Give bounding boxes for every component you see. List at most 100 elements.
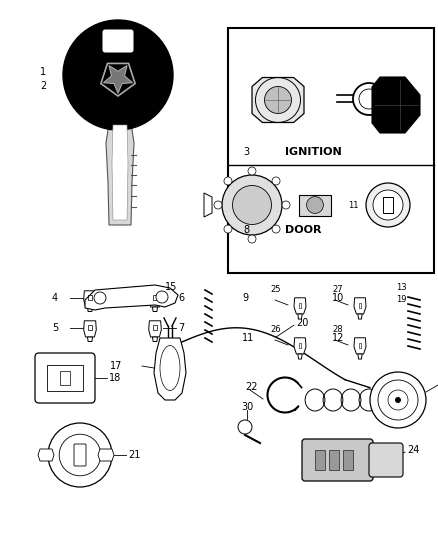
Text: 18: 18 (109, 373, 121, 383)
Text: 8: 8 (243, 225, 249, 235)
Text: 26: 26 (270, 326, 281, 335)
Polygon shape (299, 195, 331, 215)
Polygon shape (106, 123, 134, 225)
Circle shape (248, 235, 256, 243)
Text: 1: 1 (40, 67, 46, 77)
Text: 15: 15 (165, 282, 177, 292)
Text: 2: 2 (40, 81, 46, 91)
Text: 20: 20 (296, 318, 308, 328)
Circle shape (378, 380, 418, 420)
Bar (299, 303, 301, 308)
Circle shape (272, 177, 280, 185)
Circle shape (238, 420, 252, 434)
Polygon shape (88, 337, 92, 342)
Text: 4: 4 (52, 293, 58, 303)
Text: 27: 27 (332, 286, 343, 295)
Text: 17: 17 (110, 361, 122, 371)
Circle shape (395, 397, 401, 403)
Polygon shape (112, 125, 128, 220)
Polygon shape (358, 354, 362, 359)
FancyBboxPatch shape (302, 439, 373, 481)
Text: 13: 13 (396, 284, 406, 293)
Polygon shape (358, 314, 362, 319)
Circle shape (265, 86, 292, 114)
Circle shape (63, 20, 173, 130)
Bar (153, 295, 156, 300)
Circle shape (224, 177, 232, 185)
Polygon shape (152, 307, 158, 311)
Circle shape (366, 183, 410, 227)
Text: DOOR: DOOR (285, 225, 321, 235)
FancyBboxPatch shape (369, 443, 403, 477)
Circle shape (156, 291, 168, 303)
Bar (343, 450, 353, 470)
Circle shape (353, 83, 385, 115)
Circle shape (272, 225, 280, 233)
Circle shape (307, 197, 323, 213)
Bar (378, 100, 413, 110)
FancyBboxPatch shape (102, 29, 134, 53)
Bar (359, 343, 361, 348)
Circle shape (224, 225, 232, 233)
Text: 28: 28 (332, 326, 343, 335)
Bar (383, 197, 393, 213)
Text: 22: 22 (245, 382, 258, 392)
Circle shape (388, 390, 408, 410)
Text: 25: 25 (270, 286, 280, 295)
Text: 11: 11 (348, 200, 358, 209)
Bar (47, 365, 83, 391)
Polygon shape (372, 77, 420, 133)
Polygon shape (148, 291, 161, 307)
Circle shape (233, 185, 272, 224)
Circle shape (370, 372, 426, 428)
Bar (153, 325, 156, 330)
Circle shape (248, 167, 256, 175)
Text: 5: 5 (52, 323, 58, 333)
Polygon shape (298, 354, 302, 359)
Polygon shape (84, 291, 96, 307)
Polygon shape (252, 77, 304, 123)
Text: 9: 9 (242, 293, 248, 303)
Bar (299, 343, 301, 348)
Polygon shape (84, 321, 96, 337)
Text: 7: 7 (178, 323, 184, 333)
Circle shape (359, 89, 379, 109)
Polygon shape (298, 314, 302, 319)
Bar (88, 295, 92, 300)
Polygon shape (152, 337, 158, 342)
Polygon shape (204, 193, 212, 217)
Circle shape (222, 175, 282, 235)
Bar (88, 325, 92, 330)
Polygon shape (88, 307, 92, 311)
Text: 24: 24 (407, 445, 419, 455)
FancyBboxPatch shape (35, 353, 95, 403)
Polygon shape (98, 449, 114, 461)
Text: 3: 3 (243, 147, 249, 157)
Circle shape (48, 423, 112, 487)
Circle shape (59, 434, 101, 476)
Polygon shape (103, 66, 133, 93)
Text: 6: 6 (178, 293, 184, 303)
Bar (329, 450, 339, 470)
Bar (228, 28, 434, 273)
Text: 30: 30 (241, 402, 253, 412)
Polygon shape (85, 285, 178, 310)
Circle shape (94, 292, 106, 304)
Circle shape (373, 190, 403, 220)
Polygon shape (38, 449, 54, 461)
Bar (60, 371, 70, 385)
Bar (359, 303, 361, 308)
Bar (315, 450, 325, 470)
Polygon shape (294, 338, 306, 354)
Text: 12: 12 (332, 333, 344, 343)
Text: 21: 21 (128, 450, 140, 460)
Polygon shape (294, 298, 306, 314)
Text: 19: 19 (396, 295, 406, 304)
Text: IGNITION: IGNITION (285, 147, 342, 157)
Polygon shape (354, 338, 366, 354)
Text: 11: 11 (242, 333, 254, 343)
Text: 16: 16 (408, 379, 420, 389)
Circle shape (214, 201, 222, 209)
Polygon shape (354, 298, 366, 314)
Polygon shape (148, 321, 161, 337)
